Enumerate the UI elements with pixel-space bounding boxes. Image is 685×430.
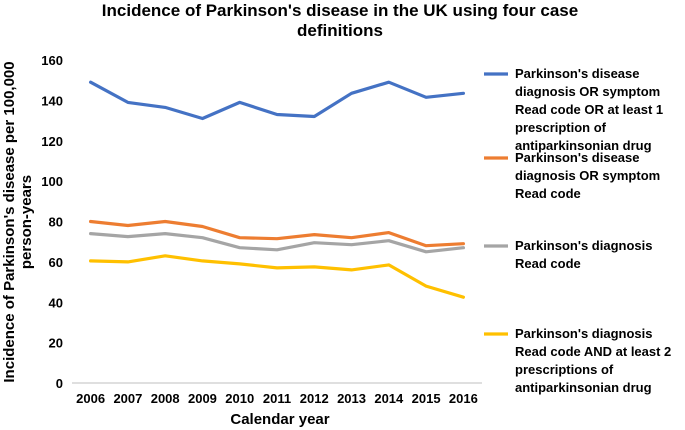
legend-label-line: Read code AND at least 2 — [515, 344, 671, 359]
series-line-1 — [91, 82, 464, 118]
x-tick-label: 2006 — [76, 391, 105, 406]
legend-label-line: Read code OR at least 1 — [515, 102, 663, 117]
x-tick-label: 2014 — [374, 391, 404, 406]
legend-label-line: Parkinson's diagnosis — [515, 238, 652, 253]
x-axis-title: Calendar year — [230, 411, 329, 428]
y-axis-title-line: Incidence of Parkinson's disease per 100… — [1, 61, 18, 382]
axes: 0 20 40 60 80 100 120 140 160 2006 2007 2008 2009 201… — [41, 53, 482, 406]
y-tick-label: 140 — [41, 93, 63, 108]
legend-label-line: Parkinson's disease — [515, 150, 640, 165]
y-tick-label: 0 — [56, 376, 63, 391]
x-tick-label: 2016 — [449, 391, 478, 406]
legend-label-line: antiparkinsonian drug — [515, 380, 652, 395]
legend-label-line: Parkinson's diagnosis — [515, 326, 652, 341]
legend-item-3: Parkinson's diagnosis Read code — [484, 238, 652, 271]
chart-title-line: Incidence of Parkinson's disease in the … — [102, 1, 578, 20]
x-tick-label: 2008 — [151, 391, 180, 406]
legend-label-line: diagnosis OR symptom — [515, 84, 660, 99]
y-axis-title: Incidence of Parkinson's disease per 100… — [1, 61, 35, 382]
legend-label-line: diagnosis OR symptom — [515, 168, 660, 183]
legend-label-line: Read code — [515, 256, 581, 271]
y-tick-label: 160 — [41, 53, 63, 68]
y-tick-label: 60 — [49, 255, 63, 270]
x-tick-label: 2012 — [300, 391, 329, 406]
x-tick-label: 2011 — [263, 391, 291, 406]
legend-item-1: Parkinson's disease diagnosis OR symptom R… — [484, 66, 663, 153]
x-tick-label: 2007 — [113, 391, 142, 406]
chart-title: Incidence of Parkinson's disease in the … — [102, 1, 578, 40]
y-tick-label: 100 — [41, 174, 63, 189]
y-axis-title-line: person-years — [18, 175, 35, 269]
x-tick-label: 2013 — [337, 391, 366, 406]
y-tick-label: 20 — [49, 336, 63, 351]
legend: Parkinson's disease diagnosis OR symptom R… — [484, 66, 671, 395]
y-tick-label: 120 — [41, 134, 63, 149]
legend-label-line: prescription of — [515, 120, 607, 135]
legend-label-line: prescriptions of — [515, 362, 614, 377]
legend-item-4: Parkinson's diagnosis Read code AND at le… — [484, 326, 671, 395]
series-line-4 — [91, 256, 464, 297]
legend-label-line: Parkinson's disease — [515, 66, 640, 81]
y-tick-label: 80 — [49, 215, 63, 230]
legend-item-2: Parkinson's disease diagnosis OR symptom R… — [484, 150, 660, 201]
x-tick-label: 2010 — [225, 391, 254, 406]
x-tick-label: 2009 — [188, 391, 217, 406]
legend-label-line: Read code — [515, 186, 581, 201]
chart-title-line: definitions — [297, 21, 383, 40]
y-tick-label: 40 — [49, 295, 63, 310]
series-line-3 — [91, 234, 464, 252]
x-tick-label: 2015 — [412, 391, 441, 406]
series-lines — [91, 82, 464, 297]
